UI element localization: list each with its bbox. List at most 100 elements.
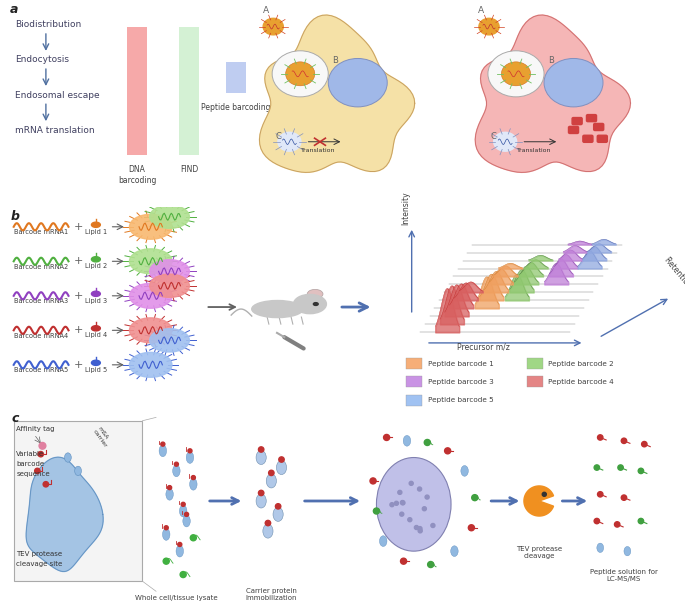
Circle shape (91, 257, 100, 262)
Circle shape (469, 525, 475, 531)
Circle shape (149, 274, 189, 297)
Ellipse shape (624, 547, 631, 556)
Circle shape (401, 500, 404, 505)
Circle shape (370, 478, 376, 484)
Circle shape (191, 475, 195, 480)
Text: sequence: sequence (16, 471, 50, 477)
Text: B: B (333, 57, 338, 66)
Circle shape (129, 318, 172, 343)
Text: mRNA translation: mRNA translation (14, 126, 95, 135)
Ellipse shape (451, 546, 458, 556)
Circle shape (445, 448, 451, 454)
Text: Barcode mRNA2: Barcode mRNA2 (14, 264, 68, 270)
Ellipse shape (597, 543, 603, 553)
FancyBboxPatch shape (597, 135, 608, 142)
Text: Lipid 3: Lipid 3 (85, 298, 107, 304)
Circle shape (409, 482, 413, 485)
Circle shape (642, 441, 647, 447)
Circle shape (431, 523, 435, 528)
Circle shape (423, 506, 426, 511)
Text: Barcode mRNA1: Barcode mRNA1 (14, 229, 68, 235)
Ellipse shape (379, 536, 387, 547)
Text: +: + (74, 257, 84, 266)
Circle shape (418, 527, 422, 531)
Text: Endosomal escape: Endosomal escape (14, 91, 99, 100)
Ellipse shape (190, 478, 197, 490)
Circle shape (188, 449, 192, 453)
Circle shape (269, 470, 274, 475)
Bar (406, 395, 422, 406)
Circle shape (425, 495, 429, 499)
Circle shape (272, 51, 328, 97)
Text: Peptide barcoding: Peptide barcoding (201, 103, 271, 112)
Circle shape (265, 520, 271, 526)
Text: Lipid 2: Lipid 2 (85, 263, 107, 269)
Text: a: a (10, 3, 18, 16)
Circle shape (328, 58, 387, 107)
Text: Retention time: Retention time (662, 255, 685, 305)
Circle shape (181, 502, 185, 506)
Circle shape (401, 501, 405, 505)
Text: c: c (12, 412, 19, 426)
Ellipse shape (173, 465, 180, 477)
Circle shape (293, 294, 326, 314)
FancyBboxPatch shape (586, 114, 597, 122)
FancyBboxPatch shape (572, 117, 582, 125)
Ellipse shape (162, 528, 170, 541)
Text: DNA
barcoding: DNA barcoding (118, 165, 156, 185)
Ellipse shape (64, 453, 71, 462)
Circle shape (129, 215, 172, 239)
Circle shape (258, 447, 264, 452)
Circle shape (418, 487, 421, 491)
Ellipse shape (186, 452, 194, 463)
Bar (406, 376, 422, 387)
FancyBboxPatch shape (583, 135, 593, 142)
Text: barcode: barcode (16, 461, 45, 467)
Circle shape (390, 503, 394, 506)
Text: +: + (74, 291, 84, 301)
FancyBboxPatch shape (594, 123, 603, 131)
Ellipse shape (273, 507, 283, 522)
Text: Translation: Translation (301, 148, 336, 153)
Ellipse shape (251, 300, 303, 317)
Circle shape (395, 501, 399, 505)
Text: TEV protease: TEV protease (16, 551, 62, 557)
Circle shape (175, 462, 178, 466)
Circle shape (384, 435, 390, 440)
Circle shape (307, 289, 323, 299)
Circle shape (91, 360, 100, 365)
Text: Peptide barcode 2: Peptide barcode 2 (548, 361, 614, 367)
Text: Affinity tag: Affinity tag (16, 426, 55, 432)
Circle shape (168, 486, 172, 489)
Text: B: B (548, 57, 554, 66)
Text: cleavage site: cleavage site (16, 561, 62, 567)
Text: Precursor m/z: Precursor m/z (457, 342, 510, 351)
Bar (179, 27, 199, 155)
Circle shape (161, 442, 165, 446)
Text: Peptide barcode 1: Peptide barcode 1 (427, 361, 493, 367)
Circle shape (472, 495, 478, 500)
Text: +: + (74, 325, 84, 336)
Circle shape (35, 468, 40, 474)
Text: Peptide barcode 4: Peptide barcode 4 (548, 379, 614, 385)
Circle shape (278, 133, 301, 151)
Text: Translation: Translation (516, 148, 551, 153)
Text: Lipid 4: Lipid 4 (85, 333, 107, 338)
Circle shape (543, 492, 547, 496)
Circle shape (424, 440, 430, 446)
Bar (127, 27, 147, 155)
Text: Endocytosis: Endocytosis (14, 55, 68, 64)
Circle shape (408, 517, 412, 522)
Circle shape (38, 452, 43, 457)
Text: Peptide barcode 5: Peptide barcode 5 (427, 397, 493, 403)
Text: TEV protease
cleavage: TEV protease cleavage (516, 546, 562, 559)
Circle shape (149, 260, 189, 283)
Circle shape (594, 519, 599, 523)
Circle shape (427, 562, 434, 567)
Circle shape (597, 492, 603, 497)
Circle shape (129, 249, 172, 274)
Bar (406, 358, 422, 369)
Text: +: + (74, 360, 84, 370)
Text: mSA
carrier: mSA carrier (92, 425, 112, 449)
Circle shape (494, 133, 516, 151)
